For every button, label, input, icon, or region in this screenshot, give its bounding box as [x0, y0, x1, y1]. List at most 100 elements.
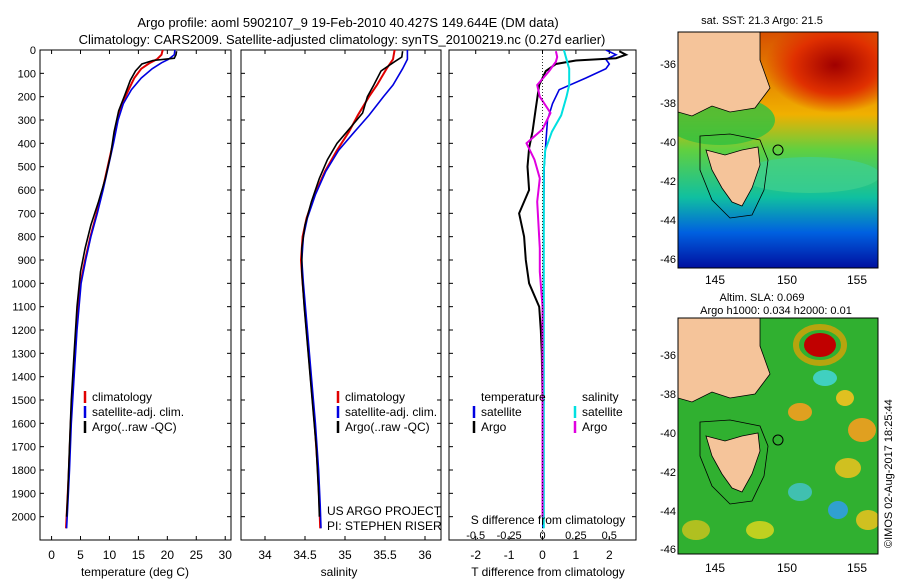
mainland-land [678, 318, 771, 403]
y-tick-label: 800 [18, 232, 36, 244]
tick-label: -46 [660, 544, 676, 556]
y-tick-label: 300 [18, 115, 36, 127]
legend-label-argo: Argo(..raw -QC) [345, 420, 430, 434]
temperature-y-ticks: 0 100 200 300 400 500 600 700 800 900 1000 1100 1200… [12, 45, 231, 524]
sla-anomaly [835, 458, 861, 478]
tick-label: 145 [705, 273, 725, 287]
sla-anomaly [836, 390, 854, 406]
y-tick-label: 1500 [12, 395, 36, 407]
tick-label: 145 [705, 561, 725, 575]
y-tick-label: 1900 [12, 488, 36, 500]
series-line-argo-raw-qc- [301, 51, 404, 517]
temperature-x-ticks: 0 5 10 15 20 25 30 [48, 50, 232, 562]
difference-y-ticks [449, 49, 636, 518]
sla-map: Altim. SLA: 0.069 Argo h1000: 0.034 h200… [660, 292, 879, 575]
s-tick-label: 0 [539, 530, 545, 542]
sla-anomaly [788, 403, 812, 421]
salinity-x-ticks: 34 34.5 35 35.5 36 [258, 50, 432, 562]
y-tick-label: 900 [18, 255, 36, 267]
legend-label-t-satellite: satellite [481, 405, 522, 419]
shelf-contour [699, 133, 769, 219]
legend-heading-salinity: salinity [582, 390, 619, 404]
tick-label: -38 [660, 389, 676, 401]
tick-label: 155 [847, 561, 867, 575]
tick-label: -42 [660, 467, 676, 479]
sla-anomaly [813, 370, 837, 386]
sst-map-title: sat. SST: 21.3 Argo: 21.5 [701, 15, 823, 27]
y-tick-label: 600 [18, 185, 36, 197]
x-tick-label: 5 [77, 548, 84, 562]
sla-anomaly [746, 521, 774, 539]
x-tick-label: 10 [103, 548, 117, 562]
tick-label: -36 [660, 59, 676, 71]
temperature-legend: climatology satellite-adj. clim. Argo(..… [83, 390, 184, 434]
tick-label: -46 [660, 254, 676, 266]
sla-anomaly [856, 510, 878, 530]
tick-label: 150 [777, 561, 797, 575]
s-tick-label: 0.5 [602, 530, 617, 542]
x-tick-label: 25 [190, 548, 204, 562]
imos-credit: ©IMOS 02-Aug-2017 18:25:44 [883, 399, 895, 548]
y-tick-label: 400 [18, 138, 36, 150]
legend-heading-temperature: temperature [481, 390, 546, 404]
tick-label: -38 [660, 98, 676, 110]
sla-anomaly [788, 483, 812, 501]
x-tick-label: -1 [504, 548, 515, 562]
sst-map-frame [677, 31, 879, 269]
argo-location-marker [772, 144, 784, 156]
difference-lines [518, 50, 629, 540]
legend-label-satellite: satellite-adj. clim. [92, 405, 184, 419]
y-tick-label: 1600 [12, 418, 36, 430]
x-tick-label: 35.5 [373, 548, 397, 562]
tick-label: -42 [660, 176, 676, 188]
tick-label: -40 [660, 428, 676, 440]
y-tick-label: 1400 [12, 372, 36, 384]
sst-warm-region [765, 32, 878, 113]
salinity-lines [299, 50, 409, 529]
series-line-s-satellite [542, 50, 571, 529]
mainland-land [678, 32, 771, 117]
tasmania-land [705, 432, 761, 493]
difference-x-ticks: -2 -1 0 1 2 [470, 50, 613, 562]
temperature-lines [65, 50, 178, 529]
salinity-y-ticks [241, 49, 441, 518]
legend-label-s-argo: Argo [582, 420, 608, 434]
x-tick-label: 15 [132, 548, 146, 562]
x-tick-label: 35 [338, 548, 352, 562]
project-annotation: US ARGO PROJECT [327, 504, 442, 518]
tasmania-land [705, 146, 761, 207]
y-tick-label: 1800 [12, 465, 36, 477]
y-tick-label: 100 [18, 68, 36, 80]
sla-map-title-line2: Argo h1000: 0.034 h2000: 0.01 [700, 305, 852, 317]
y-tick-label: 1700 [12, 442, 36, 454]
x-tick-label: 0 [539, 548, 546, 562]
legend-label-t-argo: Argo [481, 420, 507, 434]
sla-anomaly [828, 501, 848, 519]
y-tick-label: 1200 [12, 325, 36, 337]
x-tick-label: 20 [161, 548, 175, 562]
salinity-legend: climatology satellite-adj. clim. Argo(..… [336, 390, 437, 434]
tick-label: -36 [660, 350, 676, 362]
sst-map: sat. SST: 21.3 Argo: 21.5 -36 -38 -40 -4… [660, 15, 879, 287]
difference-panel: -2 -1 0 1 2 temperature satellite Argo salin… [448, 49, 637, 579]
legend-label-s-satellite: satellite [582, 405, 623, 419]
figure-title-line1: Argo profile: aoml 5902107_9 19-Feb-2010… [137, 15, 558, 30]
salinity-axes-box [240, 49, 442, 541]
tick-label: -44 [660, 215, 676, 227]
temperature-panel: 0100200300400500600700800900100011001200… [12, 45, 233, 579]
series-line-satellite-adj-clim- [300, 50, 409, 529]
tick-label: 150 [777, 273, 797, 287]
legend-label-climatology: climatology [92, 390, 152, 404]
y-tick-label: 1000 [12, 278, 36, 290]
temperature-x-label: temperature (deg C) [81, 565, 189, 579]
s-tick-label: -0.25 [497, 530, 522, 542]
x-tick-label: 36 [418, 548, 432, 562]
x-tick-label: 30 [219, 548, 233, 562]
salinity-difference-ticks: -0.5 -0.25 0 0.25 0.5 [466, 530, 617, 542]
x-tick-label: 2 [606, 548, 613, 562]
pi-annotation: PI: STEPHEN RISER [327, 519, 442, 533]
y-tick-label: 500 [18, 162, 36, 174]
y-tick-label: 2000 [12, 512, 36, 524]
s-difference-label: S difference from climatology [471, 513, 626, 527]
sla-map-y-ticks: -36 -38 -40 -42 -44 -46 [660, 350, 676, 556]
